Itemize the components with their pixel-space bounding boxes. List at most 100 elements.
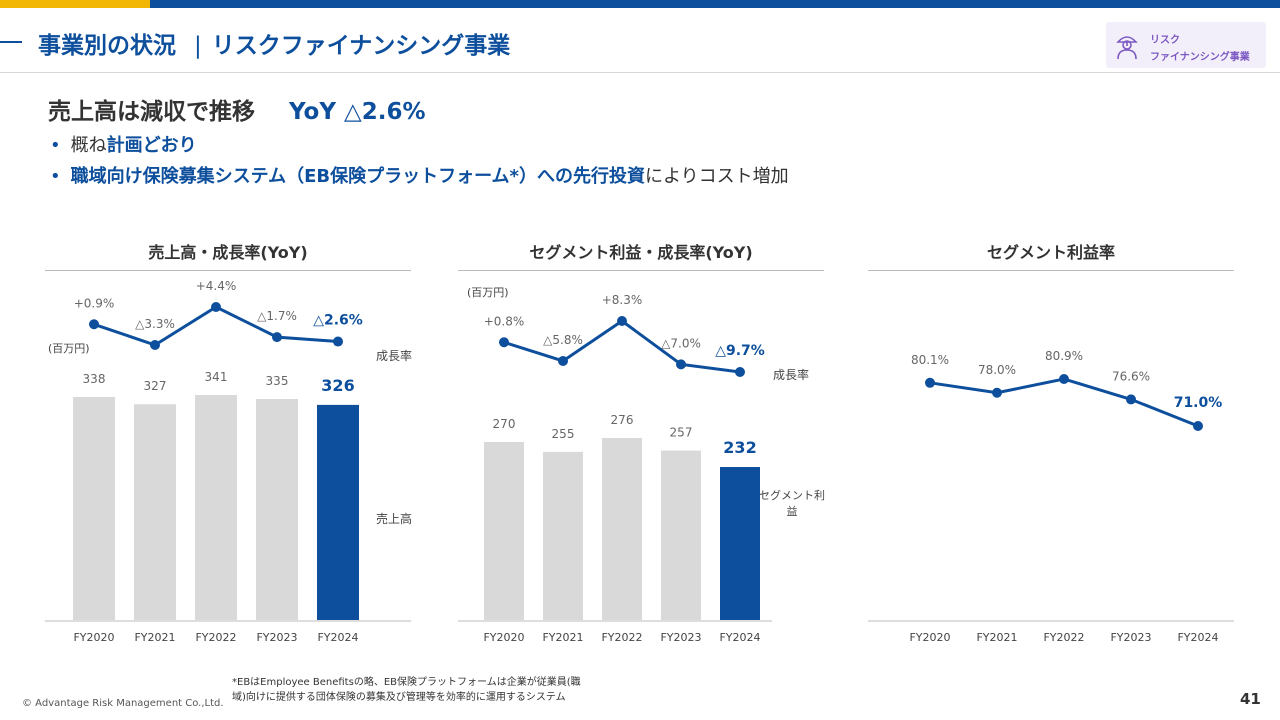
chart-2-growth-label: +8.3%: [602, 293, 643, 307]
chart-2-x-tick: FY2022: [601, 631, 642, 644]
chart-3-point-label: 80.1%: [911, 353, 949, 367]
header-divider: [0, 72, 1280, 73]
chart-1-x-tick: FY2022: [195, 631, 236, 644]
chart-1-unit-label: (百万円): [48, 342, 90, 355]
chart-1-growth-point: [150, 340, 160, 350]
chart-3-title-rule: [868, 270, 1234, 271]
headline-yoy: YoY △2.6%: [289, 99, 426, 125]
chart-2-x-tick: FY2023: [660, 631, 701, 644]
chart-2-x-tick: FY2024: [719, 631, 760, 644]
chart-1-bar-label: 338: [83, 372, 106, 386]
segment-badge: リスク ファイナンシング事業: [1106, 22, 1266, 68]
chart-2-bar-series-label: セグメント利益: [759, 488, 825, 518]
chart-1-line-series-label: 成長率: [376, 348, 412, 363]
badge-line-1: リスク: [1150, 35, 1180, 46]
chart-3-x-tick: FY2020: [909, 631, 950, 644]
chart-3-point: [925, 377, 935, 388]
headline: 売上高は減収で推移 YoY △2.6%: [48, 92, 426, 126]
chart-1-growth-label: △1.7%: [257, 309, 297, 323]
bullet-dot: •: [50, 166, 61, 187]
chart-3-point-label: 76.6%: [1112, 369, 1150, 383]
chart-1-bar-label: 335: [266, 374, 289, 388]
chart-2-bar: [543, 451, 583, 620]
footnote-line-2: 域)向けに提供する団体保険の募集及び管理等を効率的に運用するシステム: [232, 692, 566, 703]
badge-line-2: ファイナンシング事業: [1150, 52, 1250, 63]
chart-2-bar: [484, 441, 524, 620]
chart-3-point: [1059, 374, 1069, 384]
chart-1-bar-label: 327: [144, 379, 167, 393]
bullet-1-prefix: 概ね: [70, 135, 107, 156]
chart-2-bar-label: 232: [723, 438, 756, 457]
chart-2-growth-line: [503, 319, 741, 374]
chart-2-bar-label: 257: [670, 426, 693, 440]
top-accent-bar: [0, 0, 1280, 8]
chart-2-bar-label: 276: [611, 413, 634, 427]
chart-1-bar: [73, 396, 115, 620]
chart-2-growth-point: [558, 355, 568, 366]
chart-3-point-label: 71.0%: [1174, 395, 1223, 411]
chart-2-growth-point: [499, 337, 509, 348]
chart-3-point-label: 80.9%: [1045, 349, 1083, 363]
chart-1-bar: [195, 395, 237, 620]
chart-1-growth-label: △3.3%: [135, 317, 175, 331]
chart-1-x-tick: FY2021: [134, 631, 175, 644]
footnote-line-1: *EBはEmployee Benefitsの略、EB保険プラットフォームは企業が…: [232, 677, 581, 688]
chart-3-title: セグメント利益率: [986, 243, 1115, 262]
bullet-2-highlight: 職域向け保険募集システム（EB保険プラットフォーム*）への先行投資: [70, 166, 645, 187]
chart-1-bar-label: 326: [321, 376, 354, 395]
chart-1-growth-label: +4.4%: [196, 279, 237, 293]
chart-1-x-tick: FY2024: [317, 631, 358, 644]
chart-1-title: 売上高・成長率(YoY): [148, 243, 308, 262]
chart-2-bar: [602, 438, 642, 620]
chart-3-point: [1126, 394, 1136, 405]
chart-1-x-tick: FY2020: [73, 631, 114, 644]
chart-1-title-rule: [45, 270, 411, 271]
chart-2-growth-label: △5.8%: [543, 333, 583, 347]
chart-1-bar: [317, 404, 359, 620]
footnote: *EBはEmployee Benefitsの略、EB保険プラットフォームは企業が…: [232, 675, 581, 705]
title-tick-mark: [0, 41, 22, 43]
person-umbrella-icon: [1116, 36, 1138, 60]
chart-1-growth-line: [93, 305, 339, 347]
chart-3-x-tick: FY2022: [1043, 631, 1084, 644]
chart-3-x-tick: FY2023: [1110, 631, 1151, 644]
chart-2-growth-label: +0.8%: [484, 314, 525, 328]
headline-yoy-value: △2.6%: [344, 99, 426, 125]
chart-2-growth-point: [676, 359, 686, 370]
chart-1-growth-label: +0.9%: [74, 296, 115, 310]
chart-3-point: [1193, 421, 1203, 431]
page-title: 事業別の状況 | リスクファイナンシング事業: [38, 26, 510, 60]
chart-2-unit-label: (百万円): [467, 286, 509, 299]
bullet-2-suffix: によりコスト増加: [644, 166, 789, 187]
chart-2-bar: [661, 450, 701, 620]
chart-2-bar: [720, 467, 760, 620]
headline-text: 売上高は減収で推移: [48, 99, 255, 125]
chart-1-x-tick: FY2023: [256, 631, 297, 644]
chart-1-growth-point: [89, 319, 99, 330]
bullet-1: • 概ね計画どおり: [50, 131, 197, 157]
title-separator: |: [194, 33, 202, 59]
chart-2-growth-label: △9.7%: [715, 343, 765, 359]
copyright: © Advantage Risk Management Co.,Ltd.: [22, 698, 224, 709]
page-title-main: 事業別の状況: [38, 33, 176, 59]
chart-3-x-tick: FY2024: [1177, 631, 1218, 644]
chart-1-bar: [134, 404, 176, 620]
chart-2-title-rule: [458, 270, 824, 271]
chart-1-growth-point: [272, 332, 282, 343]
headline-yoy-label: YoY: [289, 99, 336, 125]
chart-2-x-tick: FY2020: [483, 631, 524, 644]
chart-2-x-tick: FY2021: [542, 631, 583, 644]
chart-1-growth-point: [333, 336, 343, 347]
chart-1-growth-label: △2.6%: [313, 313, 363, 329]
chart-2-growth-label: △7.0%: [661, 336, 701, 350]
chart-2-title: セグメント利益・成長率(YoY): [529, 243, 753, 262]
page-title-sub: リスクファイナンシング事業: [211, 33, 511, 59]
chart-2-bar-label: 255: [552, 427, 575, 441]
top-accent-gold: [0, 0, 150, 8]
chart-2-bar-label: 270: [493, 417, 516, 431]
chart-1-bar: [256, 398, 298, 620]
chart-3-point-label: 78.0%: [978, 363, 1016, 377]
chart-3-line: [929, 377, 1199, 428]
chart-1-bar-series-label: 売上高: [376, 511, 412, 526]
chart-2-growth-point: [735, 367, 745, 377]
